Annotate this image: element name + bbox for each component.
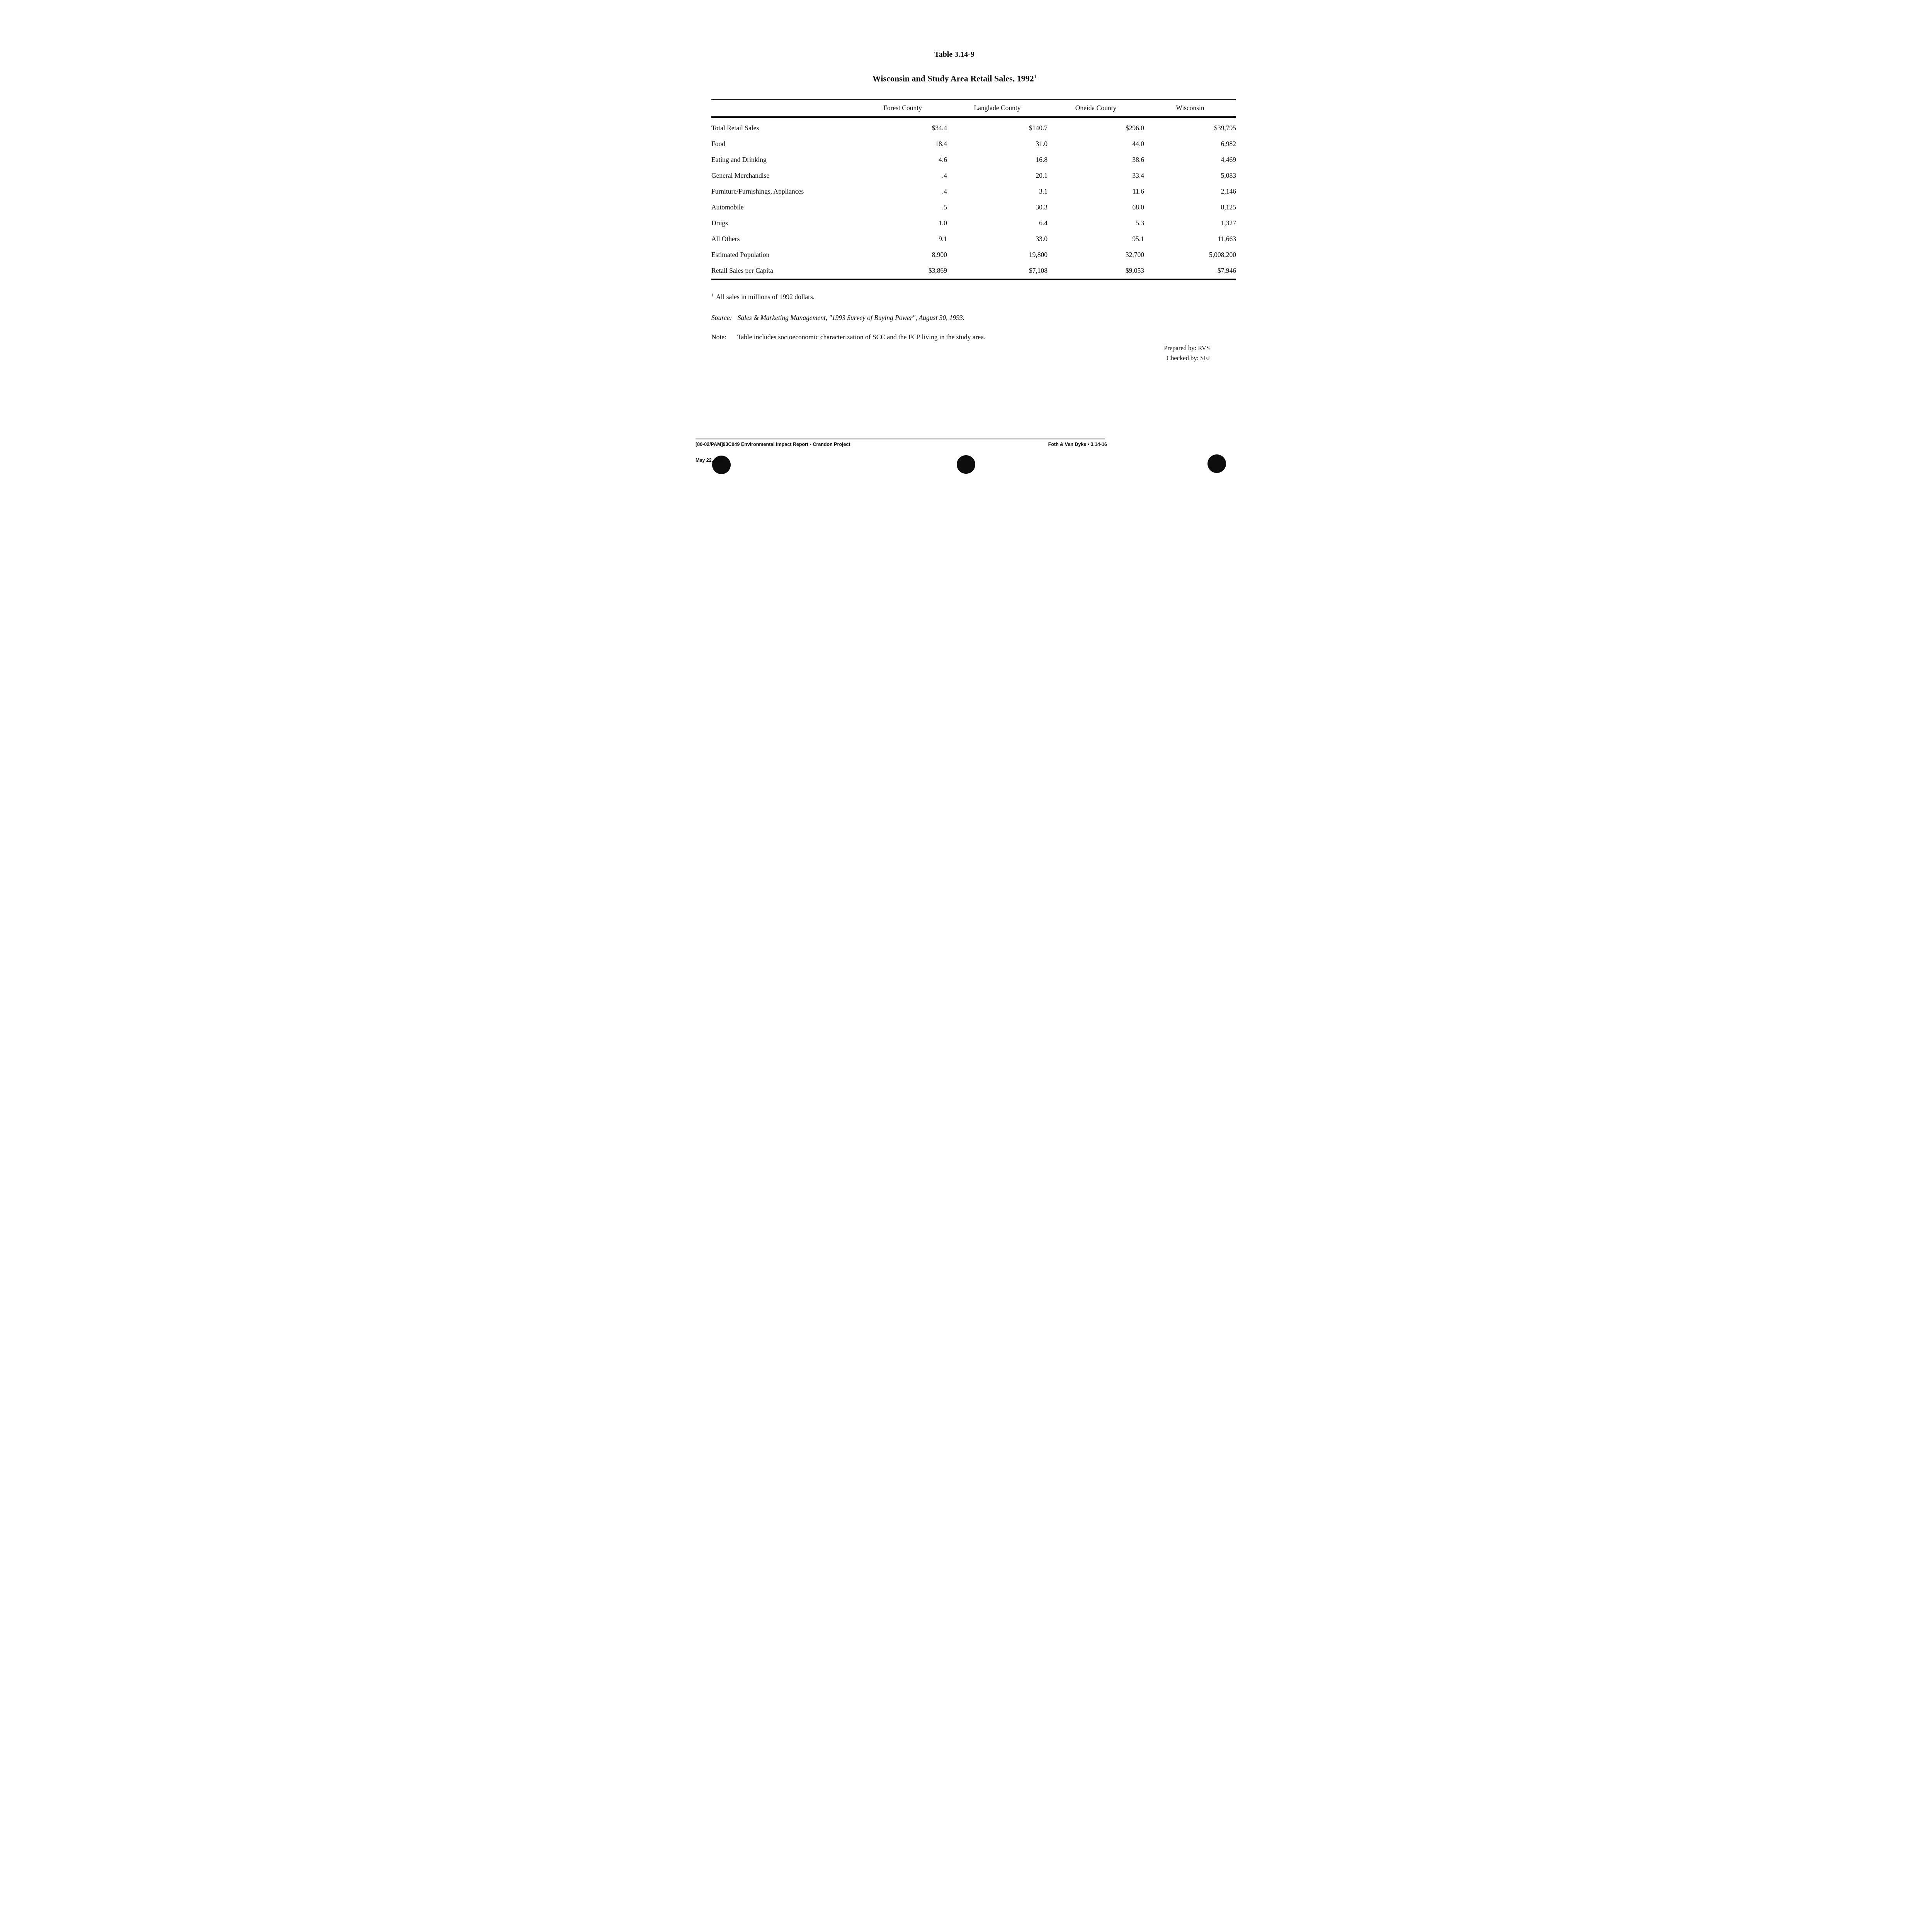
table-cell: 30.3	[1036, 203, 1048, 211]
retail-sales-table: Forest County Langlade County Oneida Cou…	[711, 99, 1236, 280]
column-header-empty	[711, 99, 858, 118]
table-row: Total Retail Sales $34.4 $140.7 $296.0 $…	[711, 117, 1236, 136]
table-row: General Merchandise .4 20.1 33.4 5,083	[711, 168, 1236, 184]
source-line: Source: Sales & Marketing Management, "19…	[711, 314, 964, 322]
note-line: Note: Table includes socioeconomic charac…	[711, 333, 985, 341]
table-cell: 11,663	[1218, 235, 1236, 243]
table-row: Drugs 1.0 6.4 5.3 1,327	[711, 215, 1236, 231]
table-cell: 5.3	[1136, 219, 1144, 227]
table-cell: $9,053	[1048, 263, 1144, 280]
table-cell: $39,795	[1214, 124, 1236, 132]
footer-page-reference: Foth & Van Dyke • 3.14-16	[1048, 442, 1107, 447]
document-page: Table 3.14-9 Wisconsin and Study Area Re…	[651, 0, 1281, 482]
source-text: Sales & Marketing Management, "1993 Surv…	[737, 314, 965, 322]
table-cell: 5,083	[1221, 172, 1236, 179]
row-label: Retail Sales per Capita	[711, 263, 858, 280]
row-label: Automobile	[711, 203, 744, 211]
title-footnote-marker: 1	[1034, 73, 1037, 79]
table-cell: 6.4	[1039, 219, 1048, 227]
table-cell: 33.4	[1132, 172, 1144, 179]
table-cell: $7,946	[1144, 263, 1236, 280]
table-cell: 18.4	[935, 140, 947, 148]
table-cell: .4	[942, 187, 947, 195]
table-title-text: Wisconsin and Study Area Retail Sales, 1…	[872, 73, 1034, 83]
note-label: Note:	[711, 333, 726, 341]
column-header-langlade-county: Langlade County	[947, 99, 1048, 118]
row-label: All Others	[711, 235, 740, 243]
row-label: Drugs	[711, 219, 728, 227]
table-cell: 20.1	[1036, 172, 1048, 179]
table-row: Estimated Population 8,900 19,800 32,700…	[711, 247, 1236, 263]
row-label: Food	[711, 140, 725, 148]
table-cell: 1.0	[939, 219, 947, 227]
table-cell: 32,700	[1125, 251, 1144, 259]
table-cell: 8,125	[1221, 203, 1236, 211]
table-cell: 38.6	[1132, 156, 1144, 163]
row-label: Furniture/Furnishings, Appliances	[711, 187, 804, 195]
footer-date: May 22, 1995	[696, 458, 725, 463]
row-label: Estimated Population	[711, 251, 770, 259]
table-cell: $3,869	[858, 263, 947, 280]
table-cell: $140.7	[1029, 124, 1048, 132]
row-label: Total Retail Sales	[711, 124, 759, 132]
table-cell: 4.6	[939, 156, 947, 163]
checked-by: Checked by: SFJ	[1167, 354, 1210, 362]
table-row: Furniture/Furnishings, Appliances .4 3.1…	[711, 184, 1236, 199]
table-cell: 11.6	[1133, 187, 1144, 195]
footer-doc-reference: [80-02/PAM]93C049 Environmental Impact R…	[696, 442, 850, 447]
table-cell: $7,108	[947, 263, 1048, 280]
table-cell: 1,327	[1221, 219, 1236, 227]
table-cell: 5,008,200	[1209, 251, 1236, 259]
footnote-text: All sales in millions of 1992 dollars.	[716, 293, 815, 301]
table-cell: 44.0	[1132, 140, 1144, 148]
table-cell: 19,800	[1029, 251, 1048, 259]
table-cell: .4	[942, 172, 947, 179]
signature-block: Prepared by: RVS Checked by: SFJ	[1164, 343, 1210, 363]
hole-punch-right	[1208, 454, 1226, 473]
table-cell: $296.0	[1125, 124, 1144, 132]
table-header-row: Forest County Langlade County Oneida Cou…	[711, 99, 1236, 118]
hole-punch-center	[957, 455, 975, 474]
table-cell: .5	[942, 203, 947, 211]
table-footnote: 1 All sales in millions of 1992 dollars.	[711, 292, 815, 301]
table-cell: 33.0	[1036, 235, 1048, 243]
table-row: Automobile .5 30.3 68.0 8,125	[711, 199, 1236, 215]
table-cell: 31.0	[1036, 140, 1048, 148]
footnote-marker: 1	[711, 292, 714, 298]
table-number-title: Table 3.14-9	[934, 50, 975, 59]
table-row: Retail Sales per Capita $3,869 $7,108 $9…	[711, 263, 1236, 280]
column-header-wisconsin: Wisconsin	[1144, 99, 1236, 118]
table-row: Food 18.4 31.0 44.0 6,982	[711, 136, 1236, 152]
row-label: General Merchandise	[711, 172, 770, 179]
table-cell: 3.1	[1039, 187, 1048, 195]
note-text: Table includes socioeconomic characteriz…	[737, 333, 986, 341]
source-label: Source:	[711, 314, 732, 322]
table-cell: 4,469	[1221, 156, 1236, 163]
table-cell: 95.1	[1132, 235, 1144, 243]
table-cell: 68.0	[1132, 203, 1144, 211]
table-cell: 2,146	[1221, 187, 1236, 195]
table-cell: 16.8	[1036, 156, 1048, 163]
table-header: Forest County Langlade County Oneida Cou…	[711, 99, 1236, 118]
table-row: Eating and Drinking 4.6 16.8 38.6 4,469	[711, 152, 1236, 168]
column-header-oneida-county: Oneida County	[1048, 99, 1144, 118]
hole-punch-left	[712, 456, 731, 474]
table-cell: 6,982	[1221, 140, 1236, 148]
table-cell: 8,900	[932, 251, 947, 259]
prepared-by: Prepared by: RVS	[1164, 344, 1210, 352]
table-title: Wisconsin and Study Area Retail Sales, 1…	[651, 73, 1257, 83]
table-cell: $34.4	[932, 124, 947, 132]
row-label: Eating and Drinking	[711, 156, 767, 163]
table-body: Total Retail Sales $34.4 $140.7 $296.0 $…	[711, 117, 1236, 280]
column-header-forest-county: Forest County	[858, 99, 947, 118]
table-cell: 9.1	[939, 235, 947, 243]
table-row: All Others 9.1 33.0 95.1 11,663	[711, 231, 1236, 247]
